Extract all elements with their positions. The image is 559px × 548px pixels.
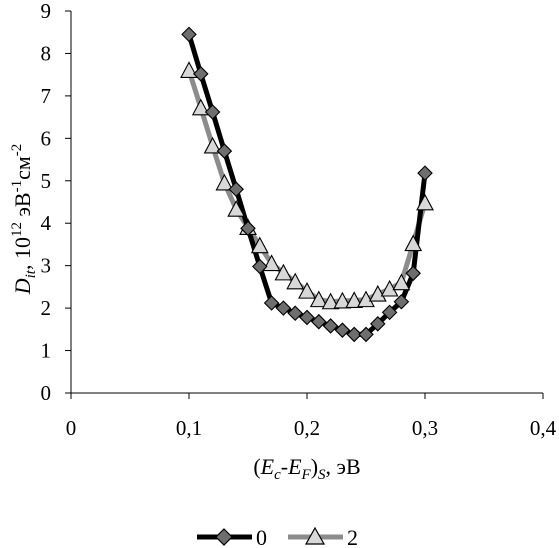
series-2-point <box>191 98 210 116</box>
x-tick-label: 0 <box>66 416 77 440</box>
y-axis-title-unit1: эВ <box>10 192 35 222</box>
x-axis-title: (Ec-EF)S, эВ <box>253 454 360 483</box>
series-0-point <box>370 316 386 332</box>
series-2-point <box>345 291 364 309</box>
series-2-point <box>404 234 423 252</box>
series-2-point <box>321 292 340 310</box>
series-0-point <box>322 318 339 334</box>
series-0-point <box>393 293 410 310</box>
series-2-point <box>227 200 246 217</box>
y-axis-title: Dit, 1012 эВ-1см-2 <box>9 144 39 296</box>
legend-marker-0 <box>215 528 233 546</box>
y-tick-label: 6 <box>41 126 52 150</box>
y-axis-title-d: D <box>10 278 35 295</box>
series-0-point <box>334 322 351 338</box>
series-2-point <box>357 290 375 308</box>
x-axis-title-minus: - <box>281 454 288 479</box>
y-axis-title-mid: , 10 <box>10 237 35 270</box>
series-2-point <box>298 281 316 299</box>
y-tick-labels: 0 1 2 3 4 5 6 7 8 9 <box>41 0 52 405</box>
series-0-point <box>311 313 327 330</box>
series-2-point <box>309 290 328 308</box>
y-tick-label: 1 <box>41 339 52 363</box>
x-tick-label: 0,2 <box>294 416 320 440</box>
series-0-point <box>216 143 233 159</box>
y-tick-label: 3 <box>41 254 52 278</box>
series-0-point <box>252 258 268 275</box>
series-0-point <box>299 309 315 326</box>
legend-label-0: 0 <box>256 525 267 548</box>
x-tick-label: 0,3 <box>412 416 438 440</box>
y-tick-label: 4 <box>41 211 52 235</box>
y-axis-title-unit2: см <box>10 156 35 180</box>
series-0-point <box>346 326 362 343</box>
series-0-point <box>193 66 209 82</box>
series-2-point <box>215 173 234 191</box>
x-axis-title-e: E <box>260 454 275 479</box>
series-2-point <box>392 273 411 291</box>
series-0-point <box>358 326 374 343</box>
series-0-point <box>287 305 303 321</box>
series-0-point <box>228 181 244 198</box>
axes <box>65 10 544 399</box>
series-0-point <box>417 165 433 181</box>
series-0-point <box>275 300 292 316</box>
y-axis-title-sup-m2: -2 <box>9 144 25 157</box>
y-tick-label: 9 <box>41 0 52 23</box>
x-axis-title-c: c <box>274 467 281 483</box>
series-2-point <box>416 193 434 211</box>
x-axis-title-close: ) <box>311 454 318 479</box>
y-axis-title-sup12: 12 <box>9 222 25 237</box>
legend: 0 2 <box>197 525 358 548</box>
series-0-point <box>381 304 398 321</box>
legend-marker-1 <box>304 526 326 545</box>
series-0-point <box>181 26 197 43</box>
y-axis-title-sub: it <box>23 269 39 278</box>
series-2-point <box>262 254 281 272</box>
y-tick-label: 0 <box>41 381 52 405</box>
series-2-point <box>180 61 198 78</box>
x-axis-title-open: ( <box>253 454 260 479</box>
x-tick-labels: 0 0,1 0,2 0,3 0,4 <box>66 416 557 440</box>
y-tick-label: 7 <box>41 84 52 108</box>
x-axis-title-fsub: F <box>301 467 312 483</box>
plot-area <box>180 26 434 343</box>
x-axis-title-s: S <box>318 467 326 483</box>
series-2-point <box>333 291 352 309</box>
y-tick-label: 5 <box>41 169 52 193</box>
y-axis-title-sup-m1: -1 <box>9 180 25 193</box>
series-2-point <box>274 263 293 281</box>
x-axis-title-f: E <box>287 454 302 479</box>
series-2-point <box>368 284 387 302</box>
y-tick-label: 2 <box>41 296 52 320</box>
series-0-point <box>405 265 421 282</box>
series-0-point <box>263 295 280 311</box>
x-tick-label: 0,1 <box>176 416 202 440</box>
x-tick-label: 0,4 <box>530 416 557 440</box>
series-0-point <box>204 104 221 120</box>
x-axis-title-unit: , эВ <box>326 454 361 479</box>
series-2-point <box>203 136 222 154</box>
series-2-point <box>286 272 305 290</box>
y-tick-label: 8 <box>41 41 52 65</box>
legend-label-1: 2 <box>347 525 358 548</box>
series-0-point <box>240 220 256 237</box>
series-2-point <box>250 236 269 254</box>
